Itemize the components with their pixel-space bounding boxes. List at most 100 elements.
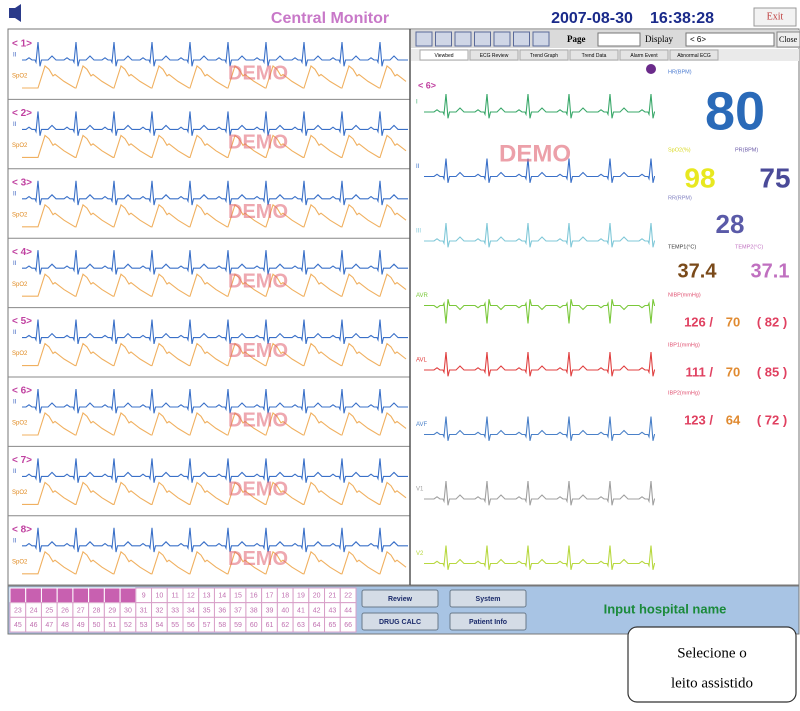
bed-number[interactable]: 16 xyxy=(250,593,258,600)
bed-number[interactable]: 11 xyxy=(171,593,178,600)
bed-cell-active[interactable] xyxy=(104,588,120,603)
bed-number[interactable]: 59 xyxy=(234,622,242,629)
bed-number[interactable]: 63 xyxy=(297,622,305,629)
bed-number[interactable]: 18 xyxy=(281,593,289,600)
demo-watermark: DEMO xyxy=(228,132,288,154)
bed-number[interactable]: 19 xyxy=(297,593,305,600)
hospital-name[interactable]: Input hospital name xyxy=(604,601,727,616)
bed-number[interactable]: 25 xyxy=(45,607,53,614)
toolbar-icon[interactable] xyxy=(533,32,549,46)
bed-number[interactable]: 28 xyxy=(93,607,101,614)
bed-number[interactable]: 64 xyxy=(313,622,321,629)
bed-number[interactable]: 36 xyxy=(218,607,226,614)
bed-number[interactable]: 55 xyxy=(171,622,179,629)
bed-label[interactable]: < 4> xyxy=(12,247,32,258)
button-label[interactable]: DRUG CALC xyxy=(379,619,421,626)
bed-number[interactable]: 20 xyxy=(313,593,321,600)
bed-number[interactable]: 62 xyxy=(281,622,289,629)
bed-number[interactable]: 12 xyxy=(187,593,195,600)
bed-number[interactable]: 44 xyxy=(344,607,352,614)
bed-label[interactable]: < 1> xyxy=(12,39,32,50)
bed-number[interactable]: 39 xyxy=(266,607,274,614)
bed-number[interactable]: 27 xyxy=(77,607,85,614)
bed-number[interactable]: 43 xyxy=(329,607,337,614)
button-label[interactable]: System xyxy=(476,596,501,603)
bed-label[interactable]: < 2> xyxy=(12,108,32,119)
vital-label: TEMP2(°C) xyxy=(735,244,763,250)
toolbar-icon[interactable] xyxy=(514,32,530,46)
tab-label[interactable]: Trend Data xyxy=(582,53,607,59)
bed-number[interactable]: 56 xyxy=(187,622,195,629)
bed-label[interactable]: < 5> xyxy=(12,316,32,327)
bed-label[interactable]: < 3> xyxy=(12,177,32,188)
toolbar-icon[interactable] xyxy=(455,32,471,46)
bed-cell-active[interactable] xyxy=(120,588,136,603)
bed-cell-active[interactable] xyxy=(26,588,42,603)
tab-label[interactable]: ECG Review xyxy=(480,53,509,59)
bed-number[interactable]: 13 xyxy=(203,593,211,600)
bed-number[interactable]: 21 xyxy=(329,593,337,600)
bed-number[interactable]: 9 xyxy=(142,593,146,600)
close-label[interactable]: Close xyxy=(779,35,798,44)
bed-number[interactable]: 26 xyxy=(61,607,69,614)
tab-label[interactable]: Alarm Event xyxy=(630,53,658,59)
bed-number[interactable]: 15 xyxy=(234,593,242,600)
bed-number[interactable]: 30 xyxy=(124,607,132,614)
exit-label[interactable]: Exit xyxy=(767,11,784,22)
bed-label[interactable]: < 8> xyxy=(12,524,32,535)
bed-label[interactable]: < 7> xyxy=(12,455,32,466)
page-label: Page xyxy=(567,34,586,44)
bed-number[interactable]: 49 xyxy=(77,622,85,629)
bed-number[interactable]: 35 xyxy=(203,607,211,614)
bed-number[interactable]: 23 xyxy=(14,607,22,614)
bed-cell-active[interactable] xyxy=(89,588,105,603)
bed-number[interactable]: 14 xyxy=(218,593,226,600)
vital-mean: ( 82 ) xyxy=(757,314,787,329)
bed-number[interactable]: 65 xyxy=(329,622,337,629)
bed-number[interactable]: 50 xyxy=(93,622,101,629)
bed-number[interactable]: 41 xyxy=(297,607,305,614)
bed-number[interactable]: 45 xyxy=(14,622,22,629)
bed-number[interactable]: 57 xyxy=(203,622,211,629)
tab-label[interactable]: Trend Graph xyxy=(530,53,558,59)
bed-number[interactable]: 24 xyxy=(30,607,38,614)
bed-cell-active[interactable] xyxy=(57,588,73,603)
bed-number[interactable]: 51 xyxy=(108,622,116,629)
bed-number[interactable]: 48 xyxy=(61,622,69,629)
button-label[interactable]: Patient Info xyxy=(469,619,507,626)
bed-number[interactable]: 53 xyxy=(140,622,148,629)
title: Central Monitor xyxy=(271,10,389,27)
bed-number[interactable]: 37 xyxy=(234,607,242,614)
bed-number[interactable]: 29 xyxy=(108,607,116,614)
bed-number[interactable]: 46 xyxy=(30,622,38,629)
page-input[interactable] xyxy=(598,33,640,46)
bed-number[interactable]: 60 xyxy=(250,622,258,629)
bed-cell-active[interactable] xyxy=(41,588,57,603)
bed-number[interactable]: 10 xyxy=(156,593,164,600)
bed-number[interactable]: 17 xyxy=(266,593,274,600)
button-label[interactable]: Review xyxy=(388,596,413,603)
bed-cell-active[interactable] xyxy=(73,588,89,603)
bed-number[interactable]: 42 xyxy=(313,607,321,614)
bed-number[interactable]: 31 xyxy=(140,607,148,614)
bed-number[interactable]: 58 xyxy=(218,622,226,629)
bed-number[interactable]: 47 xyxy=(45,622,53,629)
bed-number[interactable]: 33 xyxy=(171,607,179,614)
tab-label[interactable]: Abnormal ECG xyxy=(677,53,711,59)
bed-number[interactable]: 66 xyxy=(344,622,352,629)
bed-number[interactable]: 32 xyxy=(156,607,164,614)
bed-number[interactable]: 40 xyxy=(281,607,289,614)
bed-number[interactable]: 22 xyxy=(344,593,352,600)
tab-label[interactable]: Viewbed xyxy=(434,53,453,59)
toolbar-icon[interactable] xyxy=(436,32,452,46)
bed-label[interactable]: < 6> xyxy=(12,386,32,397)
toolbar-icon[interactable] xyxy=(475,32,491,46)
bed-number[interactable]: 38 xyxy=(250,607,258,614)
toolbar-icon[interactable] xyxy=(494,32,510,46)
bed-number[interactable]: 34 xyxy=(187,607,195,614)
bed-number[interactable]: 61 xyxy=(266,622,274,629)
bed-cell-active[interactable] xyxy=(10,588,26,603)
bed-number[interactable]: 52 xyxy=(124,622,132,629)
toolbar-icon[interactable] xyxy=(416,32,432,46)
bed-number[interactable]: 54 xyxy=(156,622,164,629)
